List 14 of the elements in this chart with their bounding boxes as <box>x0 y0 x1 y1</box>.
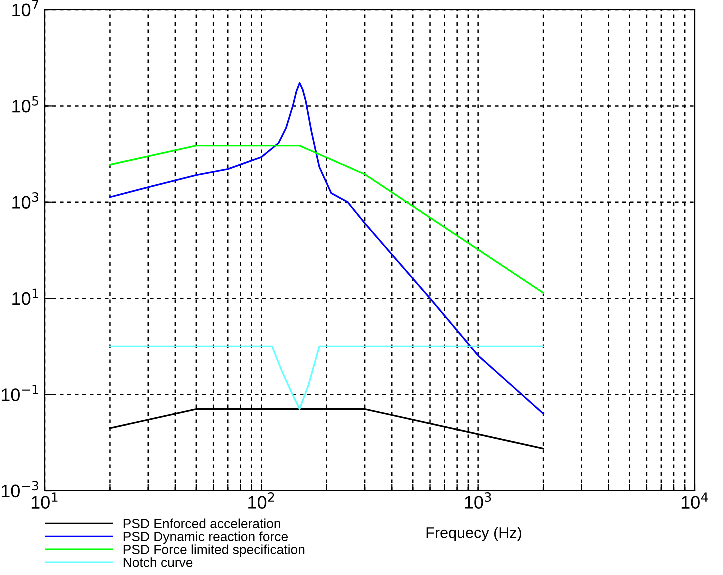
legend-label: PSD Enforced acceleration <box>124 518 280 528</box>
y-tick-label: 10$^{−1}$ <box>2 385 38 402</box>
legend-label: Notch curve <box>124 558 193 568</box>
x-tick-label: 10$^{3}$ <box>465 492 492 509</box>
y-tick-label: 10$^{1}$ <box>12 288 38 306</box>
x-tick-label: 10$^{4}$ <box>682 492 708 509</box>
x-axis-title: Frequecy (Hz) <box>426 527 522 542</box>
y-tick-label: 10$^{5}$ <box>12 96 38 113</box>
legend-label: PSD Dynamic reaction force <box>124 532 288 544</box>
x-tick-label: 10$^{2}$ <box>248 492 274 509</box>
x-tick-label: 10$^{1}$ <box>32 492 58 509</box>
y-tick-label: 10$^{7}$ <box>12 0 38 17</box>
y-tick-label: 10$^{3}$ <box>12 192 39 209</box>
legend-label: PSD Force limited specification <box>124 544 305 557</box>
